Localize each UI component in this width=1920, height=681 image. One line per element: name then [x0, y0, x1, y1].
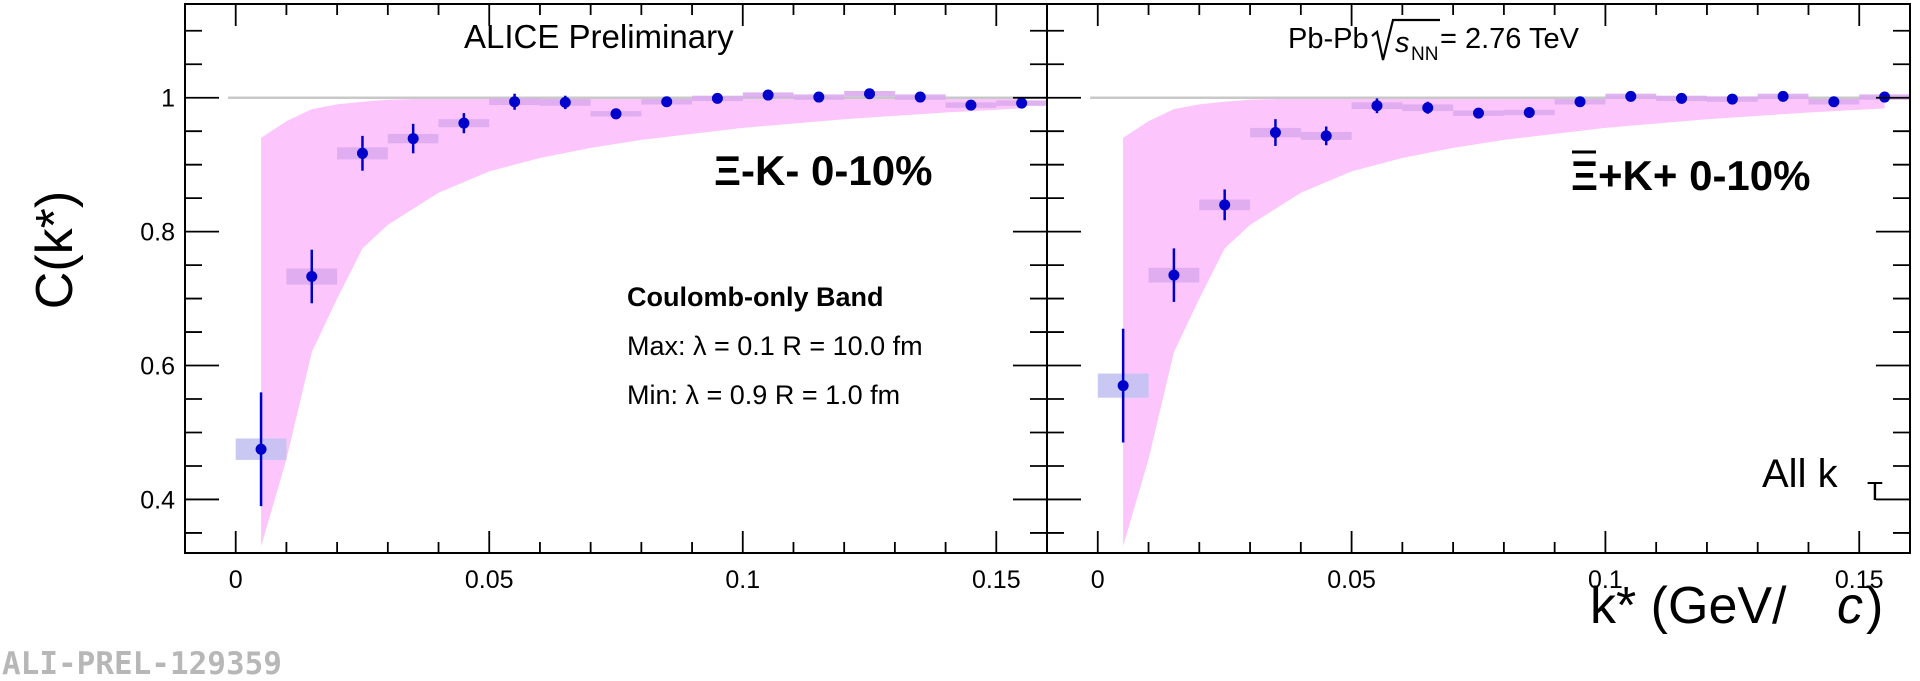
data-point — [965, 99, 977, 111]
right-panel-data — [1090, 90, 1910, 547]
data-point — [762, 89, 774, 101]
data-point — [1269, 127, 1281, 139]
data-point — [864, 88, 876, 100]
data-point — [1625, 90, 1637, 102]
y-tick-label: 1 — [161, 85, 175, 113]
energy-symbol: s — [1395, 27, 1410, 59]
data-point — [1422, 102, 1434, 114]
kt-subscript: T — [1867, 476, 1883, 506]
y-tick-label: 0.4 — [140, 486, 175, 514]
x-tick-label: 0.1 — [725, 566, 760, 594]
x-tick-label: 0.1 — [1588, 566, 1623, 594]
kt-label: All k T — [1762, 452, 1883, 506]
data-point — [1117, 380, 1129, 392]
x-tick-label: 0 — [1091, 566, 1105, 594]
band-legend-max: Max: λ = 0.1 R = 10.0 fm — [627, 331, 923, 361]
y-tick-label: 0.8 — [140, 219, 175, 247]
y-tick-label: 0.6 — [140, 353, 175, 381]
coulomb-band — [261, 97, 1022, 547]
data-point — [1828, 96, 1840, 108]
data-point — [610, 108, 622, 120]
data-point — [1320, 130, 1332, 142]
sqrt-sign — [1371, 18, 1440, 61]
x-tick-label: 0.05 — [465, 566, 514, 594]
x-axis-title-c: c — [1837, 577, 1863, 635]
data-point — [306, 270, 318, 282]
data-point — [1473, 107, 1484, 119]
data-point — [1016, 97, 1028, 109]
data-point — [559, 96, 571, 108]
energy-subscript: NN — [1411, 44, 1438, 65]
band-legend-min: Min: λ = 0.9 R = 1.0 fm — [627, 380, 900, 410]
left-channel-label: Ξ-K- 0-10% — [714, 147, 932, 194]
x-tick-label: 0 — [229, 566, 243, 594]
data-point — [356, 147, 368, 159]
x-axis-title-close: ) — [1866, 577, 1883, 635]
x-tick-label: 0.15 — [1835, 566, 1884, 594]
band-legend-title: Coulomb-only Band — [627, 282, 883, 312]
data-point — [407, 133, 419, 145]
data-point — [661, 96, 673, 108]
energy-value: = 2.76 TeV — [1440, 23, 1580, 55]
x-axis-title-main: k* (GeV/ — [1590, 577, 1787, 635]
data-point — [1676, 92, 1688, 104]
data-point — [914, 91, 926, 103]
data-point — [1777, 90, 1789, 102]
data-point — [458, 117, 470, 129]
data-point — [1371, 100, 1383, 112]
data-point — [813, 91, 825, 103]
kt-text: All k — [1762, 452, 1839, 496]
x-tick-label: 0.15 — [972, 566, 1021, 594]
left-panel-data — [228, 88, 1047, 547]
coulomb-band — [1123, 97, 1885, 547]
data-point — [1726, 93, 1738, 105]
x-tick-label: 0.05 — [1327, 566, 1376, 594]
energy-label: Pb-Pb s NN = 2.76 TeV — [1288, 18, 1580, 65]
data-point — [1574, 96, 1586, 108]
y-axis-title: C(k*) — [26, 191, 84, 309]
data-point — [509, 96, 521, 108]
watermark: ALI-PREL-129359 — [2, 646, 282, 681]
x-axis-title: k* (GeV/ c ) — [1590, 577, 1883, 635]
right-channel-label: Ξ+K+ 0-10% — [1571, 150, 1811, 199]
plot-frame — [1046, 3, 1911, 554]
collaboration-label: ALICE Preliminary — [464, 18, 734, 55]
right-channel-text: Ξ+K+ 0-10% — [1571, 152, 1811, 199]
data-point — [1168, 269, 1180, 281]
data-point — [1523, 106, 1535, 118]
data-point — [255, 443, 267, 455]
axes-layer: 0 0.05 0.1 0.15 0.4 0.6 0.8 1 0 0.05 0.1 0.15 — [140, 3, 1911, 594]
data-point — [1219, 199, 1231, 211]
data-point — [711, 92, 723, 104]
system-label: Pb-Pb — [1288, 23, 1369, 55]
